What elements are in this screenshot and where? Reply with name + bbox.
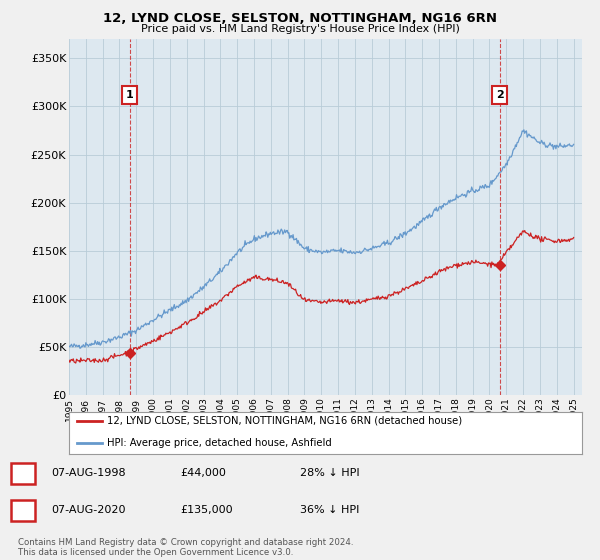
Text: Contains HM Land Registry data © Crown copyright and database right 2024.
This d: Contains HM Land Registry data © Crown c… (18, 538, 353, 557)
Text: 12, LYND CLOSE, SELSTON, NOTTINGHAM, NG16 6RN (detached house): 12, LYND CLOSE, SELSTON, NOTTINGHAM, NG1… (107, 416, 463, 426)
Text: 2: 2 (496, 90, 503, 100)
Text: 1: 1 (20, 468, 27, 478)
Text: £44,000: £44,000 (180, 468, 226, 478)
Text: 28% ↓ HPI: 28% ↓ HPI (300, 468, 359, 478)
Text: 36% ↓ HPI: 36% ↓ HPI (300, 505, 359, 515)
Text: Price paid vs. HM Land Registry's House Price Index (HPI): Price paid vs. HM Land Registry's House … (140, 24, 460, 34)
Text: HPI: Average price, detached house, Ashfield: HPI: Average price, detached house, Ashf… (107, 438, 332, 448)
Text: 07-AUG-1998: 07-AUG-1998 (51, 468, 125, 478)
Text: 1: 1 (125, 90, 133, 100)
Text: 12, LYND CLOSE, SELSTON, NOTTINGHAM, NG16 6RN: 12, LYND CLOSE, SELSTON, NOTTINGHAM, NG1… (103, 12, 497, 25)
Text: 2: 2 (20, 505, 27, 515)
Text: 07-AUG-2020: 07-AUG-2020 (51, 505, 125, 515)
Text: £135,000: £135,000 (180, 505, 233, 515)
